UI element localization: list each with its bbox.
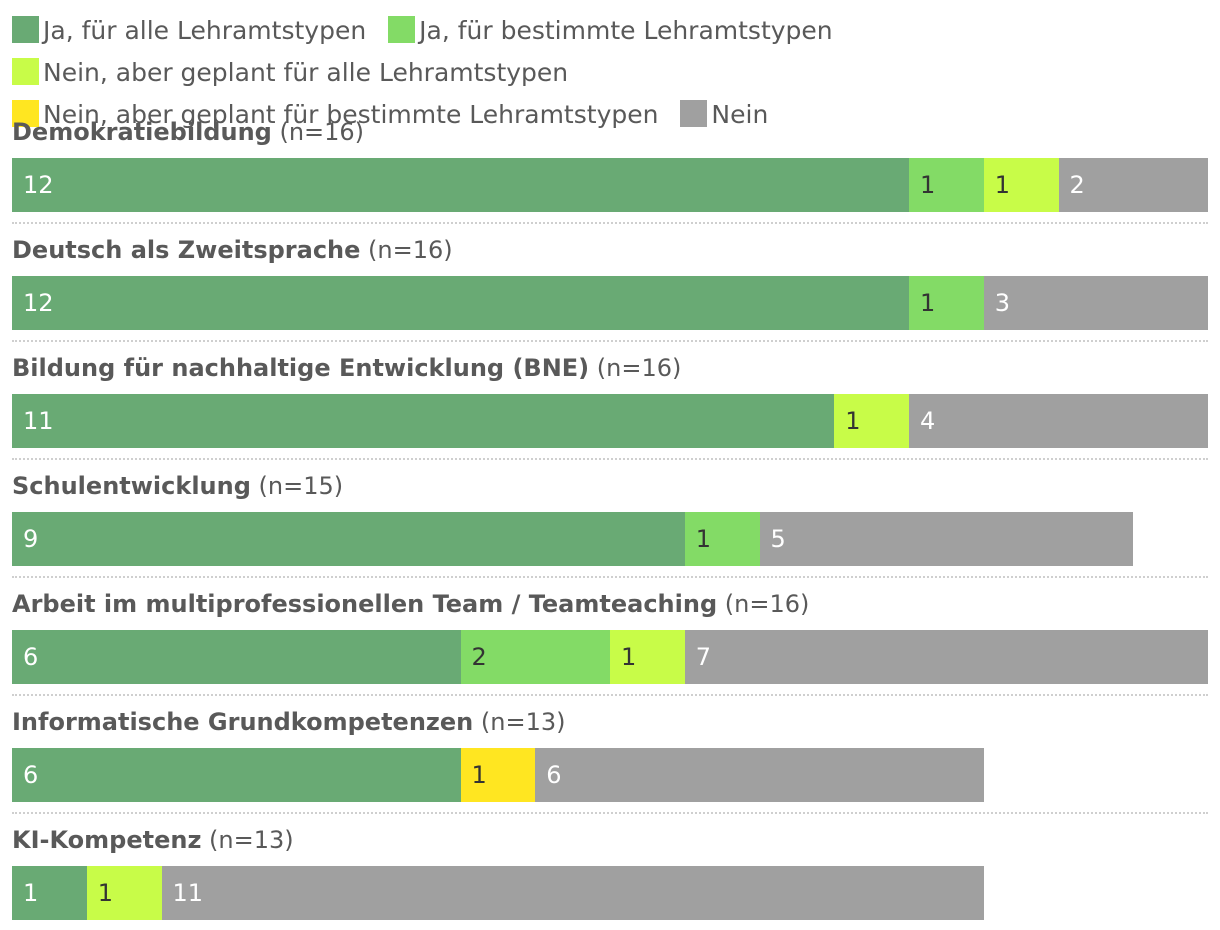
row-count: (n=15) [250, 472, 344, 500]
bar-value-label: 3 [994, 289, 1011, 317]
bar-value-label: 2 [1069, 171, 1085, 199]
bar-segment[interactable] [12, 158, 909, 212]
bar-segment[interactable] [684, 630, 1208, 684]
legend-item-geplant-alle[interactable]: Nein, aber geplant für alle Lehramtstype… [12, 52, 568, 94]
legend-label: Nein [711, 100, 769, 129]
bar-value-label: 9 [23, 525, 39, 553]
row-count: (n=16) [589, 354, 682, 382]
row-title-ki-kompetenz: KI-Kompetenz (n=13) [12, 826, 294, 854]
row-divider [12, 812, 1208, 814]
bar-value-label: 1 [471, 761, 487, 789]
bar-segment[interactable] [12, 276, 909, 330]
bar-value-label: 12 [23, 171, 54, 199]
bar-segment[interactable] [460, 748, 536, 802]
legend-label: Nein, aber geplant für alle Lehramtstype… [43, 58, 569, 87]
bar-segment[interactable] [759, 512, 1134, 566]
bar-value-label: 2 [471, 643, 487, 671]
bar-segment[interactable] [610, 630, 685, 684]
bar-segment[interactable] [12, 630, 461, 684]
bar-segment[interactable] [909, 394, 1208, 448]
bar-segment[interactable] [909, 158, 984, 212]
row-label: Demokratiebildung [12, 118, 272, 146]
legend-swatch [12, 58, 39, 85]
bar-segment[interactable] [834, 394, 909, 448]
bar-value-label: 1 [695, 525, 712, 553]
row-divider [12, 222, 1208, 224]
bar-segment[interactable] [161, 866, 984, 920]
legend-item-geplant-bestimmte[interactable]: Nein, aber geplant für bestimmte Lehramt… [12, 94, 658, 136]
bar-value-label: 7 [695, 643, 712, 671]
bar-deutsch-als-zweitsprache: 12 1 3 [12, 276, 1208, 330]
row-title-informatische-grundkompetenzen: Informatische Grundkompetenzen (n=13) [12, 708, 565, 736]
bar-value-label: 1 [920, 289, 936, 317]
legend-label: Nein, aber geplant für bestimmte Lehramt… [43, 100, 659, 129]
bar-schulentwicklung: 9 1 5 [12, 512, 1134, 566]
bar-segment[interactable] [1058, 158, 1208, 212]
bar-segment[interactable] [983, 158, 1059, 212]
row-label: Deutsch als Zweitsprache [12, 236, 361, 264]
row-divider [12, 576, 1208, 578]
bar-value-label: 6 [23, 643, 39, 671]
row-label: Bildung für nachhaltige Entwicklung (BNE… [12, 354, 590, 382]
bar-segment[interactable] [983, 276, 1208, 330]
legend-item-ja-bestimmte[interactable]: Ja, für bestimmte Lehramtstypen [388, 10, 833, 52]
bar-value-label: 1 [845, 407, 861, 435]
bar-arbeit-im-multiprofessionellen-team-teamteaching: 6 2 1 7 [12, 630, 1208, 684]
bar-segment[interactable] [12, 748, 461, 802]
legend-item-ja-alle[interactable]: Ja, für alle Lehramtstypen [12, 10, 366, 52]
bar-value-label: 1 [97, 879, 114, 907]
row-title-demokratiebildung: Demokratiebildung (n=16) [12, 118, 364, 146]
row-label: Arbeit im multiprofessionellen Team / Te… [12, 590, 718, 618]
bar-value-label: 6 [546, 761, 562, 789]
row-title-deutsch-als-zweitsprache: Deutsch als Zweitsprache (n=16) [12, 236, 453, 264]
bar-value-label: 6 [23, 761, 39, 789]
bar-demokratiebildung: 12 1 1 2 [12, 158, 1208, 212]
bar-segment[interactable] [12, 394, 835, 448]
bar-value-label: 5 [770, 525, 786, 553]
legend-swatch [388, 16, 416, 43]
legend-label: Ja, für bestimmte Lehramtstypen [419, 16, 833, 45]
bar-ki-kompetenz: 1 1 11 [12, 866, 984, 920]
legend-label: Ja, für alle Lehramtstypen [43, 16, 367, 45]
row-divider [12, 340, 1208, 342]
row-title-bildung-f-r-nachhaltige-entwicklung-bne: Bildung für nachhaltige Entwicklung (BNE… [12, 354, 681, 382]
bar-value-label: 1 [23, 879, 39, 907]
legend-swatch [12, 100, 39, 127]
bar-segment[interactable] [86, 866, 162, 920]
bar-value-label: 1 [994, 171, 1011, 199]
bar-value-label: 11 [23, 407, 54, 435]
row-title-arbeit-im-multiprofessionellen-team-teamteaching: Arbeit im multiprofessionellen Team / Te… [12, 590, 809, 618]
bar-value-label: 4 [920, 407, 936, 435]
row-title-schulentwicklung: Schulentwicklung (n=15) [12, 472, 343, 500]
row-count: (n=16) [271, 118, 365, 146]
bar-informatische-grundkompetenzen: 6 1 6 [12, 748, 984, 802]
bar-segment[interactable] [909, 276, 984, 330]
legend-swatch [680, 100, 708, 127]
row-count: (n=13) [473, 708, 566, 736]
bar-value-label: 1 [621, 643, 637, 671]
bar-segment[interactable] [684, 512, 760, 566]
legend-swatch [12, 16, 39, 43]
bar-segment[interactable] [535, 748, 984, 802]
bar-segment[interactable] [460, 630, 610, 684]
chart-legend: Ja, für alle Lehramtstypen Ja, für besti… [12, 10, 1208, 136]
bar-segment[interactable] [12, 866, 87, 920]
bar-segment[interactable] [12, 512, 685, 566]
legend-item-nein[interactable]: Nein [680, 94, 768, 136]
row-divider [12, 694, 1208, 696]
row-count: (n=16) [717, 590, 810, 618]
row-count: (n=13) [201, 826, 294, 854]
bar-value-label: 12 [23, 289, 54, 317]
bar-bildung-f-r-nachhaltige-entwicklung-bne: 11 1 4 [12, 394, 1208, 448]
row-divider [12, 458, 1208, 460]
row-count: (n=16) [360, 236, 453, 264]
row-label: Schulentwicklung [12, 472, 251, 500]
row-label: Informatische Grundkompetenzen [12, 708, 474, 736]
bar-value-label: 1 [920, 171, 936, 199]
bar-value-label: 11 [172, 879, 204, 907]
row-label: KI-Kompetenz [12, 826, 202, 854]
